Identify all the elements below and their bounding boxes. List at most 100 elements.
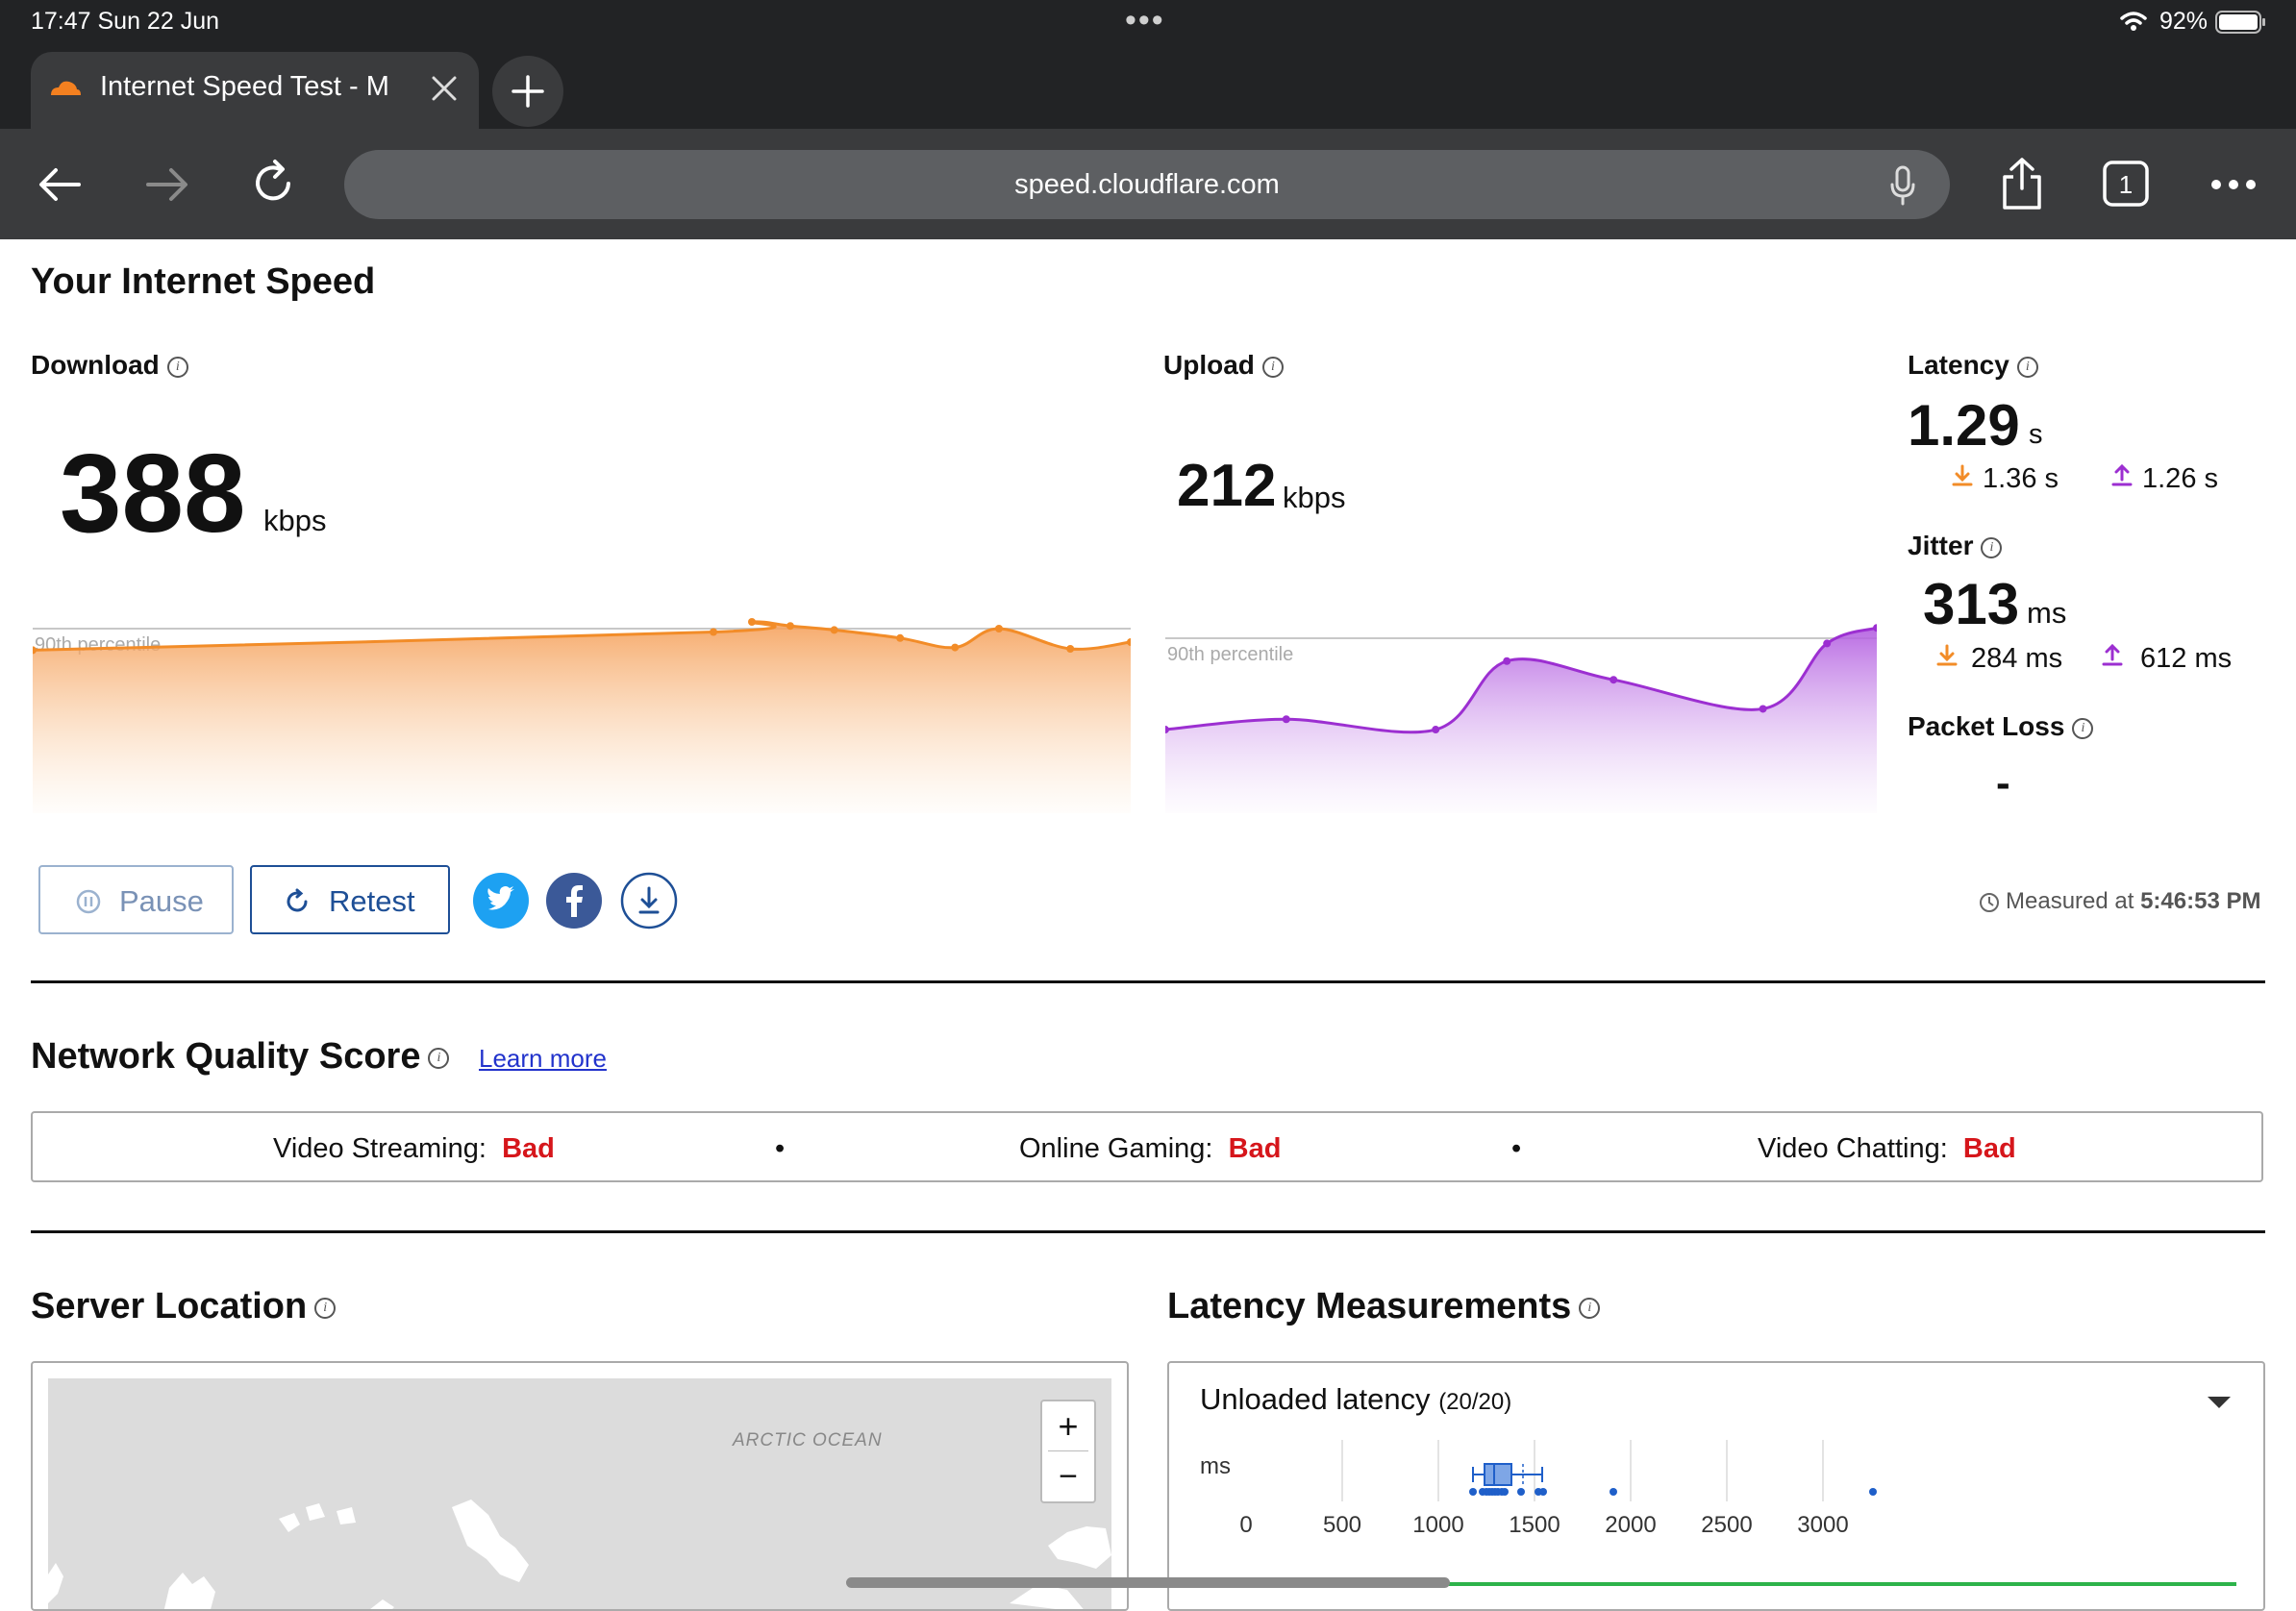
download-unit: kbps [263, 504, 327, 537]
multitasking-dots-icon[interactable]: ••• [1125, 2, 1165, 38]
info-icon[interactable]: i [1579, 1297, 1601, 1319]
packet-loss-value: - [1996, 759, 2010, 806]
tick-label: 1000 [1412, 1512, 1463, 1538]
network-quality-heading: Network Quality Score i [31, 1036, 450, 1078]
info-icon[interactable]: i [166, 356, 188, 378]
new-tab-button[interactable] [492, 56, 563, 127]
upload-arrow-icon [2111, 464, 2133, 486]
data-point [830, 626, 838, 634]
clock-icon [1980, 892, 1999, 912]
info-icon[interactable]: i [2072, 717, 2094, 739]
map-canvas[interactable] [48, 1378, 1111, 1609]
data-point [1282, 715, 1290, 724]
latency-point [1610, 1488, 1617, 1496]
learn-more-link[interactable]: Learn more [479, 1044, 607, 1073]
latency-point [1501, 1488, 1509, 1496]
back-arrow-icon[interactable] [37, 163, 85, 206]
series-line [1165, 626, 1877, 734]
jitter-label: Jitter i [1908, 531, 2003, 561]
reload-icon[interactable] [248, 158, 300, 210]
latency-value: 1.29 [1908, 393, 2020, 458]
pause-icon [76, 889, 101, 914]
info-icon[interactable]: i [314, 1297, 337, 1319]
upload-unit: kbps [1283, 481, 1346, 514]
data-point [710, 628, 718, 636]
page-title: Your Internet Speed [31, 261, 376, 302]
data-point [1432, 726, 1440, 734]
tick-label: 2000 [1605, 1512, 1656, 1538]
refresh-icon [287, 888, 308, 912]
wifi-icon [2120, 12, 2147, 31]
latency-point [1469, 1488, 1477, 1496]
measured-prefix: Measured at [2006, 888, 2134, 914]
status-bad: Bad [502, 1133, 555, 1164]
separator-dot: • [1511, 1133, 1522, 1164]
latency-measurements-heading: Latency Measurements i [1167, 1286, 1601, 1327]
jitter-value: 313 [1923, 572, 2020, 636]
tick-label: 1500 [1509, 1512, 1560, 1538]
browser-tab-active[interactable] [31, 52, 479, 129]
data-point [1759, 705, 1767, 713]
data-point [896, 633, 905, 642]
tab-title: Internet Speed Test - Me [100, 71, 388, 102]
tick-label: 0 [1239, 1512, 1252, 1538]
map-ocean-label: ARCTIC OCEAN [733, 1430, 883, 1450]
jitter-unit: ms [2027, 596, 2067, 630]
microphone-icon[interactable] [1888, 165, 1917, 206]
facebook-share-icon[interactable] [546, 873, 602, 929]
separator-dot: • [775, 1133, 786, 1164]
share-icon[interactable] [1998, 156, 2046, 211]
measured-at: Measured at 5:46:53 PM [1979, 888, 2260, 915]
online-gaming-score: Online Gaming: Bad [1019, 1133, 1282, 1164]
axis-unit-label: ms [1200, 1453, 1231, 1479]
tick-label: 3000 [1797, 1512, 1848, 1538]
chevron-down-icon[interactable] [2206, 1394, 2233, 1411]
zoom-out-button[interactable]: − [1059, 1458, 1078, 1495]
close-tab-icon[interactable] [429, 73, 460, 104]
latency-measurements-panel: Unloaded latency (20/20) ms 0 500 1000 1500… [1167, 1361, 2265, 1611]
unloaded-latency-title[interactable]: Unloaded latency (20/20) [1200, 1382, 1512, 1416]
retest-label: Retest [329, 884, 415, 918]
tick-label: 500 [1323, 1512, 1361, 1538]
cloudflare-favicon-icon [51, 81, 81, 95]
twitter-share-icon[interactable] [473, 873, 529, 929]
map-landmass [48, 1499, 1111, 1609]
section-divider [31, 1230, 2265, 1233]
download-results-icon[interactable] [619, 871, 679, 930]
address-bar[interactable]: speed.cloudflare.com [344, 150, 1950, 219]
info-icon[interactable]: i [428, 1047, 450, 1069]
upload-value: 212 [1177, 453, 1277, 519]
more-options-icon[interactable] [2209, 175, 2258, 194]
zoom-in-button[interactable]: + [1058, 1406, 1079, 1446]
data-point [1066, 645, 1075, 653]
download-arrow-icon [1952, 464, 1973, 486]
tabs-count-icon[interactable]: 1 [2102, 160, 2152, 210]
latency-point [1539, 1488, 1547, 1496]
download-chart: 90th percentile [33, 618, 1131, 813]
server-location-map[interactable]: ARCTIC OCEAN + − [31, 1361, 1129, 1611]
svg-text:1: 1 [2119, 170, 2133, 199]
section-divider [31, 980, 2265, 983]
info-icon[interactable]: i [1261, 356, 1284, 378]
zoom-divider [1048, 1450, 1088, 1451]
data-point [1610, 676, 1618, 684]
retest-button[interactable]: Retest [250, 865, 450, 934]
pause-button[interactable]: Pause [38, 865, 234, 934]
video-chatting-score: Video Chatting: Bad [1758, 1133, 2016, 1164]
box [1484, 1463, 1512, 1486]
data-point [748, 618, 757, 626]
percentile-label: 90th percentile [1167, 644, 1293, 665]
jitter-down-value: 284 ms [1971, 643, 2063, 674]
forward-arrow-icon[interactable] [142, 163, 190, 206]
download-arrow-icon [1936, 644, 1958, 666]
latency-point [1517, 1488, 1525, 1496]
battery-icon [2215, 11, 2265, 34]
latency-up-value: 1.26 s [2142, 463, 2218, 494]
info-icon[interactable]: i [2016, 356, 2038, 378]
data-point [1127, 638, 1131, 646]
upload-chart: 90th percentile [1165, 624, 1877, 813]
info-icon[interactable]: i [1981, 536, 2003, 558]
home-indicator [846, 1577, 1450, 1588]
latency-label: Latency i [1908, 350, 2038, 381]
latency-down-value: 1.36 s [1983, 463, 2059, 494]
